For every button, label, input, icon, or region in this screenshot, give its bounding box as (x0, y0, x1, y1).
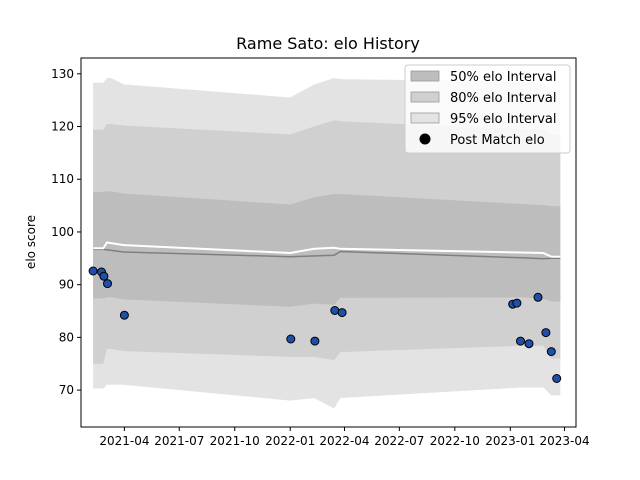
y-axis-title: elo score (24, 215, 38, 269)
x-tick-label: 2022-04 (319, 434, 369, 448)
post-match-point (310, 336, 320, 346)
legend: 50% elo Interval 80% elo Interval 95% elo … (404, 64, 571, 154)
x-axis: 2021-04 2021-07 2021-10 2022-01 2022-04 2022-… (99, 427, 590, 448)
legend-label: 50% elo Interval (450, 70, 557, 85)
legend-label: Post Match elo (450, 133, 545, 148)
y-tick-label: 80 (59, 330, 74, 344)
legend-point-swatch (419, 133, 431, 145)
x-tick-label: 2022-01 (265, 434, 315, 448)
post-match-points (88, 266, 562, 383)
post-match-point (516, 336, 525, 346)
y-tick-label: 110 (51, 172, 74, 186)
interval-bands (93, 78, 561, 409)
post-match-point (103, 279, 112, 289)
plot-area (88, 78, 562, 409)
x-tick-label: 2021-07 (154, 434, 204, 448)
post-match-point (533, 292, 543, 302)
post-match-point (337, 308, 347, 318)
legend-band95-swatch (410, 112, 440, 124)
post-match-point (99, 271, 109, 281)
x-tick-label: 2021-04 (99, 434, 149, 448)
legend-label: 80% elo Interval (450, 91, 557, 106)
mean-line (93, 241, 561, 258)
y-tick-label: 70 (59, 383, 74, 397)
legend-frame (404, 64, 571, 154)
x-tick-label: 2023-04 (539, 434, 589, 448)
post-match-point (119, 310, 129, 320)
post-match-point (541, 328, 551, 338)
legend-band80-swatch (410, 91, 440, 103)
median-line (93, 248, 561, 260)
y-tick-label: 130 (51, 67, 74, 81)
y-tick-label: 100 (51, 225, 74, 239)
post-match-point (330, 306, 340, 315)
trend-lines (93, 241, 561, 260)
post-match-point (524, 339, 534, 349)
legend-band50-swatch (410, 70, 440, 82)
x-tick-label: 2023-01 (485, 434, 535, 448)
post-match-point (88, 266, 98, 276)
post-match-point (546, 347, 556, 357)
post-match-point (552, 374, 562, 383)
y-tick-label: 120 (51, 120, 74, 134)
x-tick-label: 2022-07 (374, 434, 424, 448)
plot-frame (80, 57, 577, 428)
x-tick-label: 2021-10 (210, 434, 260, 448)
x-tick-label: 2022-10 (430, 434, 480, 448)
chart-title: Rame Sato: elo History (236, 34, 420, 53)
post-match-point (286, 334, 296, 344)
y-tick-label: 90 (59, 278, 74, 292)
post-match-point (512, 298, 522, 308)
y-axis: 70 80 90 100 110 120 130 (51, 67, 81, 397)
legend-label: 95% elo Interval (450, 112, 557, 127)
